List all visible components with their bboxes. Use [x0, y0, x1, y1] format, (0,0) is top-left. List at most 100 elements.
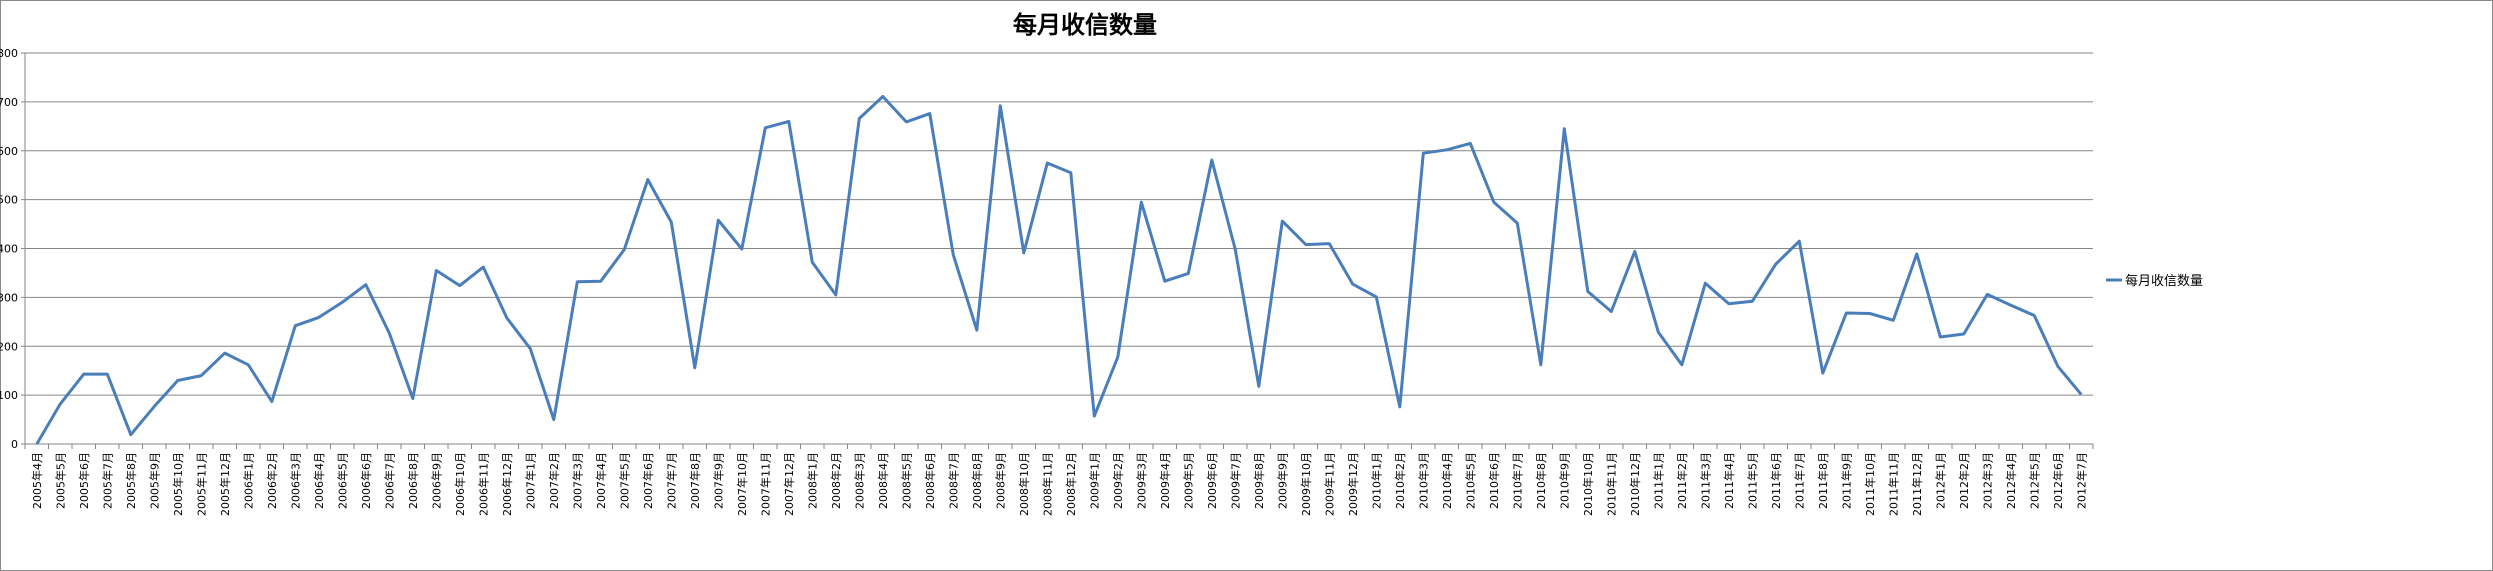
x-axis: 2005年4月 2005年5月 2005年6月 2005年7月 2005年8月 2005年… [24, 443, 2094, 516]
x-tick-label: 2010年12月 [1628, 452, 1642, 516]
y-tick-label: 100 [0, 389, 18, 402]
data-point [1328, 242, 1331, 245]
data-point [247, 363, 250, 366]
x-tick-label: 2011年6月 [1769, 452, 1783, 509]
x-tick-label: 2008年7月 [946, 452, 960, 509]
x-tick-label: 2008年9月 [993, 452, 1007, 509]
x-tick-label: 2011年4月 [1722, 452, 1736, 509]
x-tick-label: 2008年2月 [829, 452, 843, 509]
x-tick-label: 2005年11月 [194, 452, 208, 516]
data-point [364, 283, 367, 286]
x-tick-label: 2008年3月 [852, 452, 866, 509]
data-point [693, 366, 696, 369]
data-point [1116, 356, 1119, 359]
data-point [1798, 240, 1801, 243]
x-tick-label: 2009年11月 [1322, 452, 1336, 516]
x-tick-label: 2010年9月 [1557, 452, 1571, 509]
x-tick-label: 2009年8月 [1252, 452, 1266, 509]
x-tick-label: 2011年5月 [1745, 452, 1759, 509]
x-tick-label: 2012年6月 [2051, 452, 2065, 509]
data-point [2056, 365, 2059, 368]
x-tick-label: 2005年4月 [30, 452, 44, 509]
gridlines [25, 52, 2093, 396]
data-point [341, 301, 344, 304]
x-tick-label: 2007年10月 [735, 452, 749, 516]
data-point [82, 373, 85, 376]
x-tick-label: 2005年7月 [100, 452, 114, 509]
data-point [1586, 290, 1589, 293]
x-tick-label: 2006年7月 [382, 452, 396, 509]
chart-title: 每月收信数量 [1013, 11, 1157, 39]
data-point [200, 374, 203, 377]
x-tick-label: 2009年4月 [1158, 452, 1172, 509]
y-tick-label: 800 [0, 47, 18, 60]
y-tick-label: 600 [0, 145, 18, 158]
x-tick-label: 2011年12月 [1910, 452, 1924, 516]
data-point [1445, 148, 1448, 151]
x-tick-label: 2006年8月 [406, 452, 420, 509]
x-tick-label: 2008年11月 [1040, 452, 1054, 516]
x-tick-label: 2006年12月 [500, 452, 514, 516]
x-tick-label: 2011年8月 [1816, 452, 1830, 509]
data-point [1939, 335, 1942, 338]
x-tick-label: 2011年1月 [1651, 452, 1665, 509]
x-tick-label: 2009年6月 [1205, 452, 1219, 509]
x-tick-label: 2007年5月 [617, 452, 631, 509]
x-tick-label: 2005年9月 [147, 452, 161, 509]
data-point [1680, 363, 1683, 366]
data-point [2080, 393, 2083, 396]
data-point [1187, 272, 1190, 275]
x-tick-label: 2006年11月 [476, 452, 490, 516]
data-point [1422, 152, 1425, 155]
data-point [928, 112, 931, 115]
y-axis: 0 100 200 300 400 500 600 700 800 [0, 47, 26, 451]
data-point [1868, 312, 1871, 315]
x-tick-label: 2012年2月 [1957, 452, 1971, 509]
data-point [1962, 333, 1965, 336]
x-tick-label: 2011年2月 [1675, 452, 1689, 509]
data-point [1751, 300, 1754, 303]
data-point [435, 269, 438, 272]
data-point [129, 433, 132, 436]
x-tick-label: 2009年5月 [1181, 452, 1195, 509]
data-point [834, 293, 837, 296]
data-point [1633, 250, 1636, 253]
data-point [153, 405, 156, 408]
x-tick-label: 2009年12月 [1346, 452, 1360, 516]
data-point [576, 280, 579, 283]
data-point [1539, 363, 1542, 366]
x-tick-label: 2008年12月 [1064, 452, 1078, 516]
y-tick-label: 200 [0, 340, 18, 353]
x-tick-label: 2009年1月 [1087, 452, 1101, 509]
data-point [1234, 248, 1237, 251]
y-tick-label: 700 [0, 96, 18, 109]
data-point [1704, 282, 1707, 285]
data-point [482, 266, 485, 269]
data-point [811, 261, 814, 264]
x-tick-label: 2008年4月 [876, 452, 890, 509]
y-tick-label: 400 [0, 243, 18, 256]
data-point [388, 332, 391, 335]
data-point [59, 402, 62, 405]
x-tick-label: 2009年9月 [1275, 452, 1289, 509]
x-tick-label: 2007年9月 [711, 452, 725, 509]
x-tick-label: 2007年1月 [523, 452, 537, 509]
series-line [35, 95, 2083, 445]
x-tick-label: 2012年3月 [1980, 452, 1994, 509]
data-point [106, 373, 109, 376]
x-tick-label: 2010年4月 [1440, 452, 1454, 509]
data-point [1281, 220, 1284, 223]
x-tick-label: 2011年11月 [1886, 452, 1900, 516]
data-point [1610, 310, 1613, 313]
data-point [1257, 385, 1260, 388]
data-point [740, 247, 743, 250]
data-point [1351, 283, 1354, 286]
data-point [1845, 312, 1848, 315]
data-point [1163, 280, 1166, 283]
x-tick-label: 2010年10月 [1581, 452, 1595, 516]
data-point [1069, 171, 1072, 174]
x-tick-label: 2010年5月 [1463, 452, 1477, 509]
data-point [1727, 302, 1730, 305]
x-tick-label: 2010年2月 [1393, 452, 1407, 509]
